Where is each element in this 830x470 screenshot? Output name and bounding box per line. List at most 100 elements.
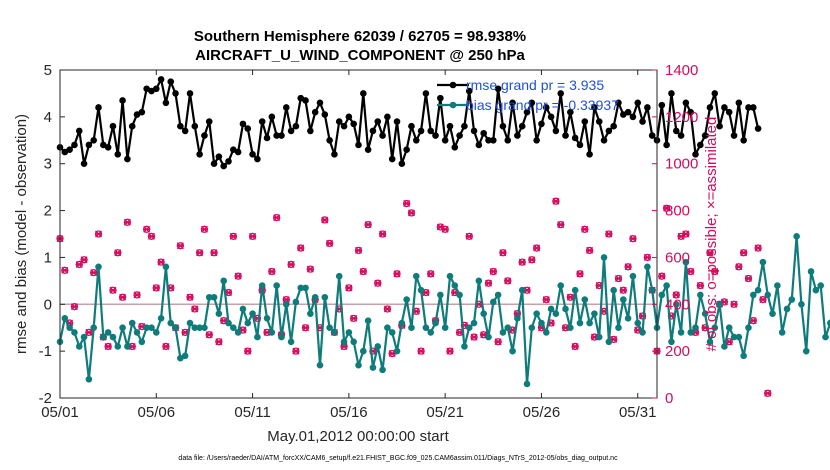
obs-assimilated-marker	[85, 328, 93, 336]
chart-subtitle: AIRCRAFT_U_WIND_COMPONENT @ 250 hPa	[195, 47, 525, 64]
bias-point	[817, 282, 824, 289]
obs-point	[350, 314, 358, 322]
left-y-axis: -2 -1 0 1 2 3 4 5	[39, 62, 65, 407]
obs-assimilated-marker	[186, 293, 194, 301]
bias-point	[576, 319, 584, 327]
bias-point	[774, 282, 781, 289]
bias-point	[547, 305, 555, 313]
obs-assimilated-marker	[292, 347, 300, 355]
obs-point	[532, 244, 541, 252]
rmse-point	[538, 120, 545, 128]
bias-point	[475, 277, 483, 285]
bias-point	[311, 293, 319, 301]
bias-point	[100, 333, 107, 341]
obs-assimilated-marker	[181, 328, 189, 336]
obs-assimilated-marker	[393, 270, 401, 278]
bias-point	[152, 329, 160, 336]
obs-point	[706, 249, 714, 257]
obs-assimilated-marker	[658, 272, 666, 280]
obs-point	[147, 232, 156, 240]
bias-point	[258, 282, 266, 289]
bias-point	[624, 315, 632, 322]
obs-point	[345, 284, 353, 292]
legend-marker	[449, 81, 457, 89]
rmse-point	[581, 118, 589, 125]
bias-point	[85, 375, 93, 383]
obs-assimilated-marker	[533, 244, 541, 252]
bias-point	[364, 317, 372, 324]
obs-point	[557, 220, 565, 229]
obs-point	[696, 281, 704, 290]
bias-point	[499, 329, 507, 336]
bias-point	[567, 324, 574, 332]
obs-assimilated-marker	[196, 249, 204, 257]
bias-point	[504, 324, 512, 332]
x-axis: 05/01 05/06 05/11 05/16 05/21 05/26 05/31	[41, 70, 657, 421]
rmse-point	[75, 127, 83, 135]
rmse-point	[124, 155, 131, 163]
obs-assimilated-marker	[730, 300, 738, 308]
obs-point	[484, 279, 493, 287]
obs-point	[215, 338, 223, 346]
rmse-point	[254, 155, 261, 163]
obs-point	[229, 232, 237, 240]
obs-assimilated-marker	[528, 256, 536, 264]
bias-point	[80, 333, 88, 341]
bias-point	[494, 291, 502, 299]
rmse-point	[273, 132, 280, 139]
bias-point	[629, 272, 637, 280]
bias-point	[239, 305, 247, 313]
obs-assimilated-marker	[95, 230, 103, 238]
obs-point	[489, 267, 497, 276]
obs-point	[94, 230, 103, 238]
obs-assimilated-marker	[244, 347, 252, 355]
bias-point	[340, 338, 348, 346]
rmse-point	[672, 127, 680, 135]
obs-assimilated-marker	[143, 225, 151, 233]
rmse-point	[321, 111, 329, 118]
obs-assimilated-marker	[225, 289, 233, 297]
obs-assimilated-marker	[249, 232, 257, 240]
obs-point	[614, 274, 623, 283]
bias-point	[162, 263, 170, 271]
bias-point	[538, 319, 545, 327]
obs-assimilated-marker	[200, 225, 208, 233]
y-tick-label-left: 0	[44, 296, 52, 313]
rmse-point	[595, 118, 603, 125]
bias-point	[610, 286, 617, 294]
rmse-point	[225, 158, 232, 165]
obs-assimilated-marker	[379, 230, 387, 238]
bias-point	[687, 329, 695, 336]
rmse-point	[571, 134, 579, 142]
obs-point	[528, 256, 536, 264]
bias-point	[509, 347, 516, 355]
obs-assimilated-marker	[735, 263, 743, 271]
rmse-point	[66, 146, 73, 153]
obs-point	[80, 256, 88, 264]
y-tick-label-left: 2	[44, 203, 52, 220]
rmse-point	[71, 141, 78, 149]
bias-point	[759, 258, 767, 266]
obs-assimilated-marker	[740, 249, 748, 257]
obs-point	[297, 244, 305, 252]
obs-assimilated-marker	[614, 275, 622, 283]
bias-point	[244, 319, 252, 327]
obs-assimilated-marker	[672, 291, 680, 299]
bias-point	[769, 310, 776, 317]
obs-assimilated-marker	[90, 269, 98, 277]
obs-assimilated-marker	[350, 314, 358, 322]
bias-point	[427, 329, 435, 336]
obs-assimilated-marker	[268, 267, 276, 275]
obs-point	[191, 305, 199, 313]
obs-point	[711, 267, 719, 276]
rmse-point	[104, 144, 112, 151]
bias-point	[66, 324, 73, 332]
obs-assimilated-marker	[287, 260, 295, 268]
rmse-point	[504, 136, 512, 144]
obs-assimilated-marker	[456, 328, 464, 336]
rmse-point	[509, 99, 516, 107]
obs-point	[114, 249, 122, 257]
obs-assimilated-marker	[754, 244, 762, 252]
rmse-point	[461, 122, 468, 130]
